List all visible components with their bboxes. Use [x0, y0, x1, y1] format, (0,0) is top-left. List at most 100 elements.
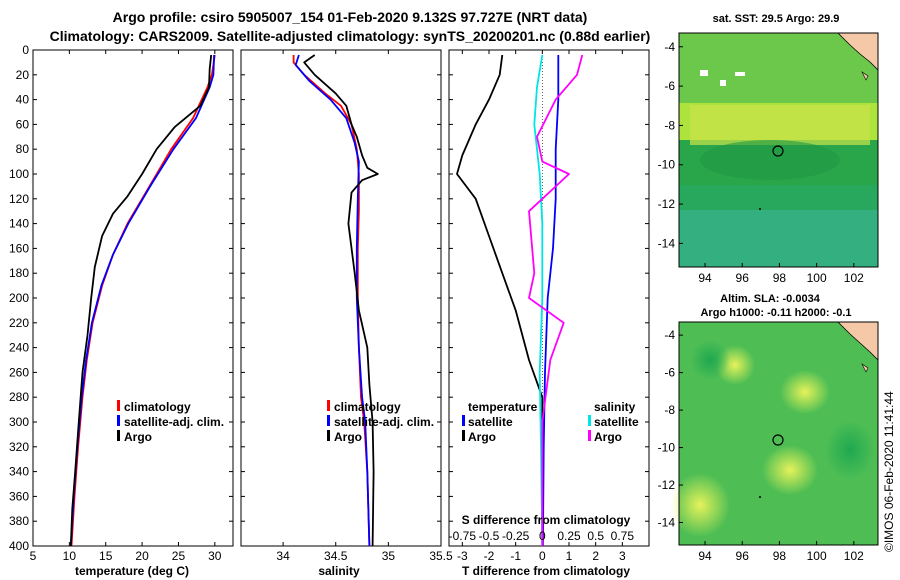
y-tick-label: 120 [9, 192, 29, 206]
map-y-tick-label: -10 [658, 158, 676, 172]
temperature-panel: 0 20 40 60 80 100 120 140 160 180 200 220 240 260 280 3… [9, 43, 234, 563]
map-x-tick-label: 102 [844, 549, 864, 563]
x-tick-label: 30 [208, 549, 222, 563]
map-x-tick-label: 94 [698, 549, 712, 563]
series-satellite-adj-clim- [69, 54, 215, 547]
temperature-legend: climatology satellite-adj. clim. Argo [117, 400, 224, 444]
map-x-tick-label: 98 [773, 271, 787, 285]
s-tick-label: 0.75 [611, 529, 635, 543]
y-tick-label: 20 [16, 68, 30, 82]
x-tick-label: 34.5 [324, 549, 348, 563]
title-line2: Climatology: CARS2009. Satellite-adjuste… [50, 28, 651, 44]
series-argo [303, 54, 379, 547]
map-top-title: sat. SST: 29.5 Argo: 29.9 [713, 13, 840, 25]
map-x-tick-label: 96 [736, 549, 750, 563]
legend-climatology: climatology [334, 400, 401, 414]
map-y-tick-label: -12 [658, 197, 676, 211]
y-tick-label: 400 [9, 539, 29, 553]
map-y-tick-label: -8 [664, 118, 675, 132]
y-tick-label: 240 [9, 341, 29, 355]
series-s-argo [528, 54, 584, 546]
difference-xlabel: T difference from climatology [462, 564, 630, 578]
map-x-tick-label: 100 [807, 549, 827, 563]
y-tick-label: 360 [9, 489, 29, 503]
y-tick-label: 180 [9, 266, 29, 280]
map-y-tick-label: -4 [664, 328, 675, 342]
series-s-satellite [533, 54, 544, 547]
map-bottom [670, 321, 879, 546]
y-tick-label: 60 [16, 117, 30, 131]
x-tick-label: 35 [382, 549, 396, 563]
map-x-tick-label: 100 [807, 271, 827, 285]
temperature-xlabel: temperature (deg C) [75, 564, 189, 578]
map-top [678, 32, 879, 268]
series-argo [69, 54, 213, 547]
map-y-tick-label: -14 [658, 236, 676, 250]
s-tick-label: -0.75 [449, 529, 477, 543]
y-tick-label: 160 [9, 241, 29, 255]
map-bottom-ticks: 94 96 98 100 102 -4 -6 -8 -10 -12 -14 [658, 328, 864, 563]
legend-s-satellite: satellite [594, 415, 639, 429]
difference-panel: -3 -2 -1 0 1 2 3 [448, 49, 650, 563]
y-tick-label: 320 [9, 440, 29, 454]
series-satellite-adj-clim- [294, 54, 371, 547]
salinity-legend: climatology satellite-adj. clim. Argo [327, 400, 434, 444]
y-tick-label: 0 [22, 43, 29, 57]
map-bottom-title2: Argo h1000: -0.11 h2000: -0.1 [700, 307, 851, 319]
x-tick-label: -1 [510, 549, 521, 563]
x-tick-label: -2 [484, 549, 495, 563]
legend-t-argo: Argo [468, 430, 496, 444]
y-tick-label: 100 [9, 167, 29, 181]
x-tick-label: 10 [63, 549, 77, 563]
legend-t-satellite: satellite [468, 415, 513, 429]
x-tick-label: -3 [457, 549, 468, 563]
s-tick-label: 0.5 [587, 529, 604, 543]
map-bottom-title1: Altim. SLA: -0.0034 [720, 293, 821, 305]
x-tick-label: 5 [30, 549, 37, 563]
credit: ©IMOS 06-Feb-2020 11:41:44 [882, 391, 896, 552]
title-line1: Argo profile: csiro 5905007_154 01-Feb-2… [113, 9, 588, 25]
s-tick-label: 0 [539, 529, 546, 543]
y-tick-label: 200 [9, 291, 29, 305]
y-tick-label: 380 [9, 514, 29, 528]
x-tick-label: 25 [172, 549, 186, 563]
map-x-tick-label: 94 [698, 271, 712, 285]
x-tick-label: 20 [135, 549, 149, 563]
x-tick-label: 1 [566, 549, 573, 563]
legend-argo: Argo [334, 430, 362, 444]
s-difference-ticks: -0.75 -0.5 -0.25 0 0.25 0.5 0.75 [449, 529, 635, 543]
series-climatology [292, 55, 371, 547]
series-climatology [70, 54, 216, 547]
y-tick-label: 40 [16, 93, 30, 107]
y-tick-label: 140 [9, 217, 29, 231]
y-tick-label: 220 [9, 316, 29, 330]
legend-satellite-adj: satellite-adj. clim. [124, 415, 224, 429]
x-tick-label: 35.5 [429, 549, 453, 563]
s-tick-label: 0.25 [557, 529, 581, 543]
map-y-tick-label: -4 [664, 40, 675, 54]
legend-satellite-adj: satellite-adj. clim. [334, 415, 434, 429]
map-x-tick-label: 96 [736, 271, 750, 285]
map-x-tick-label: 102 [844, 271, 864, 285]
map-y-tick-label: -8 [664, 403, 675, 417]
legend-salinity-title: salinity [594, 400, 636, 414]
y-tick-label: 280 [9, 390, 29, 404]
legend-temperature-title: temperature [468, 400, 538, 414]
difference-legend: temperature satellite Argo salinity sate… [462, 400, 639, 444]
x-tick-label: 34 [276, 549, 290, 563]
map-y-tick-label: -12 [658, 478, 676, 492]
s-tick-label: -0.25 [502, 529, 530, 543]
salinity-panel: 34 34.5 35 35.5 [240, 49, 453, 563]
salinity-xlabel: salinity [318, 564, 360, 578]
y-tick-label: 340 [9, 465, 29, 479]
s-tick-label: -0.5 [479, 529, 500, 543]
map-y-tick-label: -6 [664, 79, 675, 93]
map-y-tick-label: -6 [664, 366, 675, 380]
x-tick-label: 0 [539, 549, 546, 563]
s-difference-label: S difference from climatology [462, 513, 631, 527]
map-x-tick-label: 98 [773, 549, 787, 563]
y-tick-label: 260 [9, 365, 29, 379]
y-tick-label: 300 [9, 415, 29, 429]
x-tick-label: 2 [592, 549, 599, 563]
